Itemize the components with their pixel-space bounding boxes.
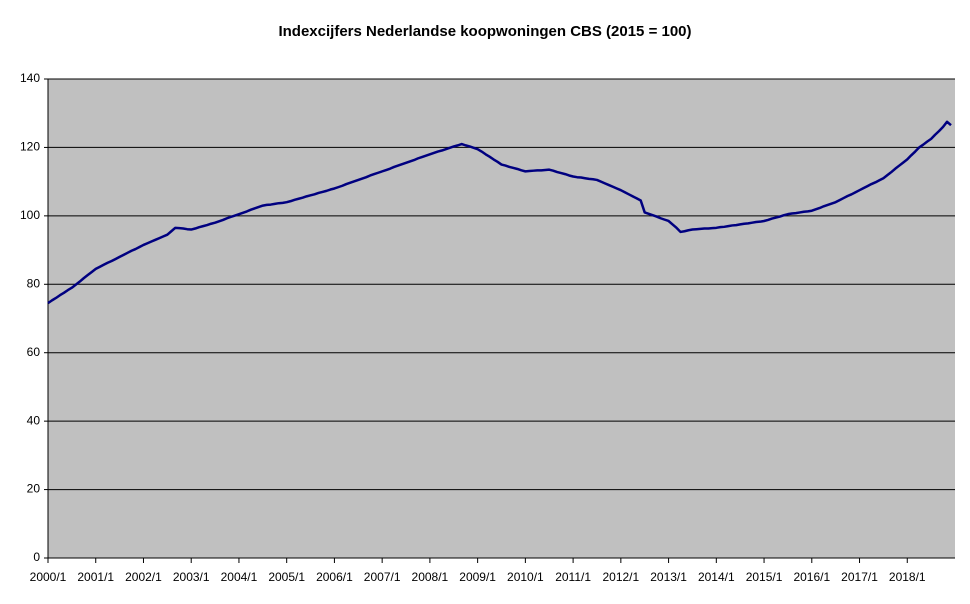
x-tick-label: 2002/1 bbox=[125, 570, 162, 584]
x-tick-label: 2013/1 bbox=[650, 570, 687, 584]
x-tick-label: 2016/1 bbox=[793, 570, 830, 584]
y-tick-label: 100 bbox=[20, 208, 40, 222]
y-tick-label: 20 bbox=[27, 482, 41, 496]
chart-title: Indexcijfers Nederlandse koopwoningen CB… bbox=[278, 23, 691, 40]
x-tick-label: 2007/1 bbox=[364, 570, 401, 584]
x-tick-label: 2003/1 bbox=[173, 570, 210, 584]
x-tick-label: 2006/1 bbox=[316, 570, 353, 584]
x-tick-label: 2015/1 bbox=[746, 570, 783, 584]
x-tick-label: 2014/1 bbox=[698, 570, 735, 584]
y-tick-label: 40 bbox=[27, 413, 41, 427]
data-line bbox=[47, 120, 952, 305]
x-tick-label: 2004/1 bbox=[221, 570, 258, 584]
x-tick-label: 2001/1 bbox=[77, 570, 114, 584]
y-tick-label: 60 bbox=[27, 345, 41, 359]
x-tick-label: 2005/1 bbox=[268, 570, 305, 584]
x-tick-label: 2008/1 bbox=[412, 570, 449, 584]
x-tick-label: 2017/1 bbox=[841, 570, 878, 584]
x-tick-label: 2010/1 bbox=[507, 570, 544, 584]
x-tick-label: 2009/1 bbox=[459, 570, 496, 584]
y-tick-label: 80 bbox=[27, 276, 41, 290]
x-tick-label: 2011/1 bbox=[555, 570, 591, 584]
x-tick-label: 2000/1 bbox=[30, 570, 67, 584]
y-tick-label: 0 bbox=[33, 550, 40, 564]
y-tick-label: 120 bbox=[20, 140, 40, 154]
plot-area bbox=[48, 79, 955, 558]
x-tick-label: 2018/1 bbox=[889, 570, 926, 584]
x-tick-label: 2012/1 bbox=[602, 570, 639, 584]
y-tick-label: 140 bbox=[20, 71, 40, 85]
